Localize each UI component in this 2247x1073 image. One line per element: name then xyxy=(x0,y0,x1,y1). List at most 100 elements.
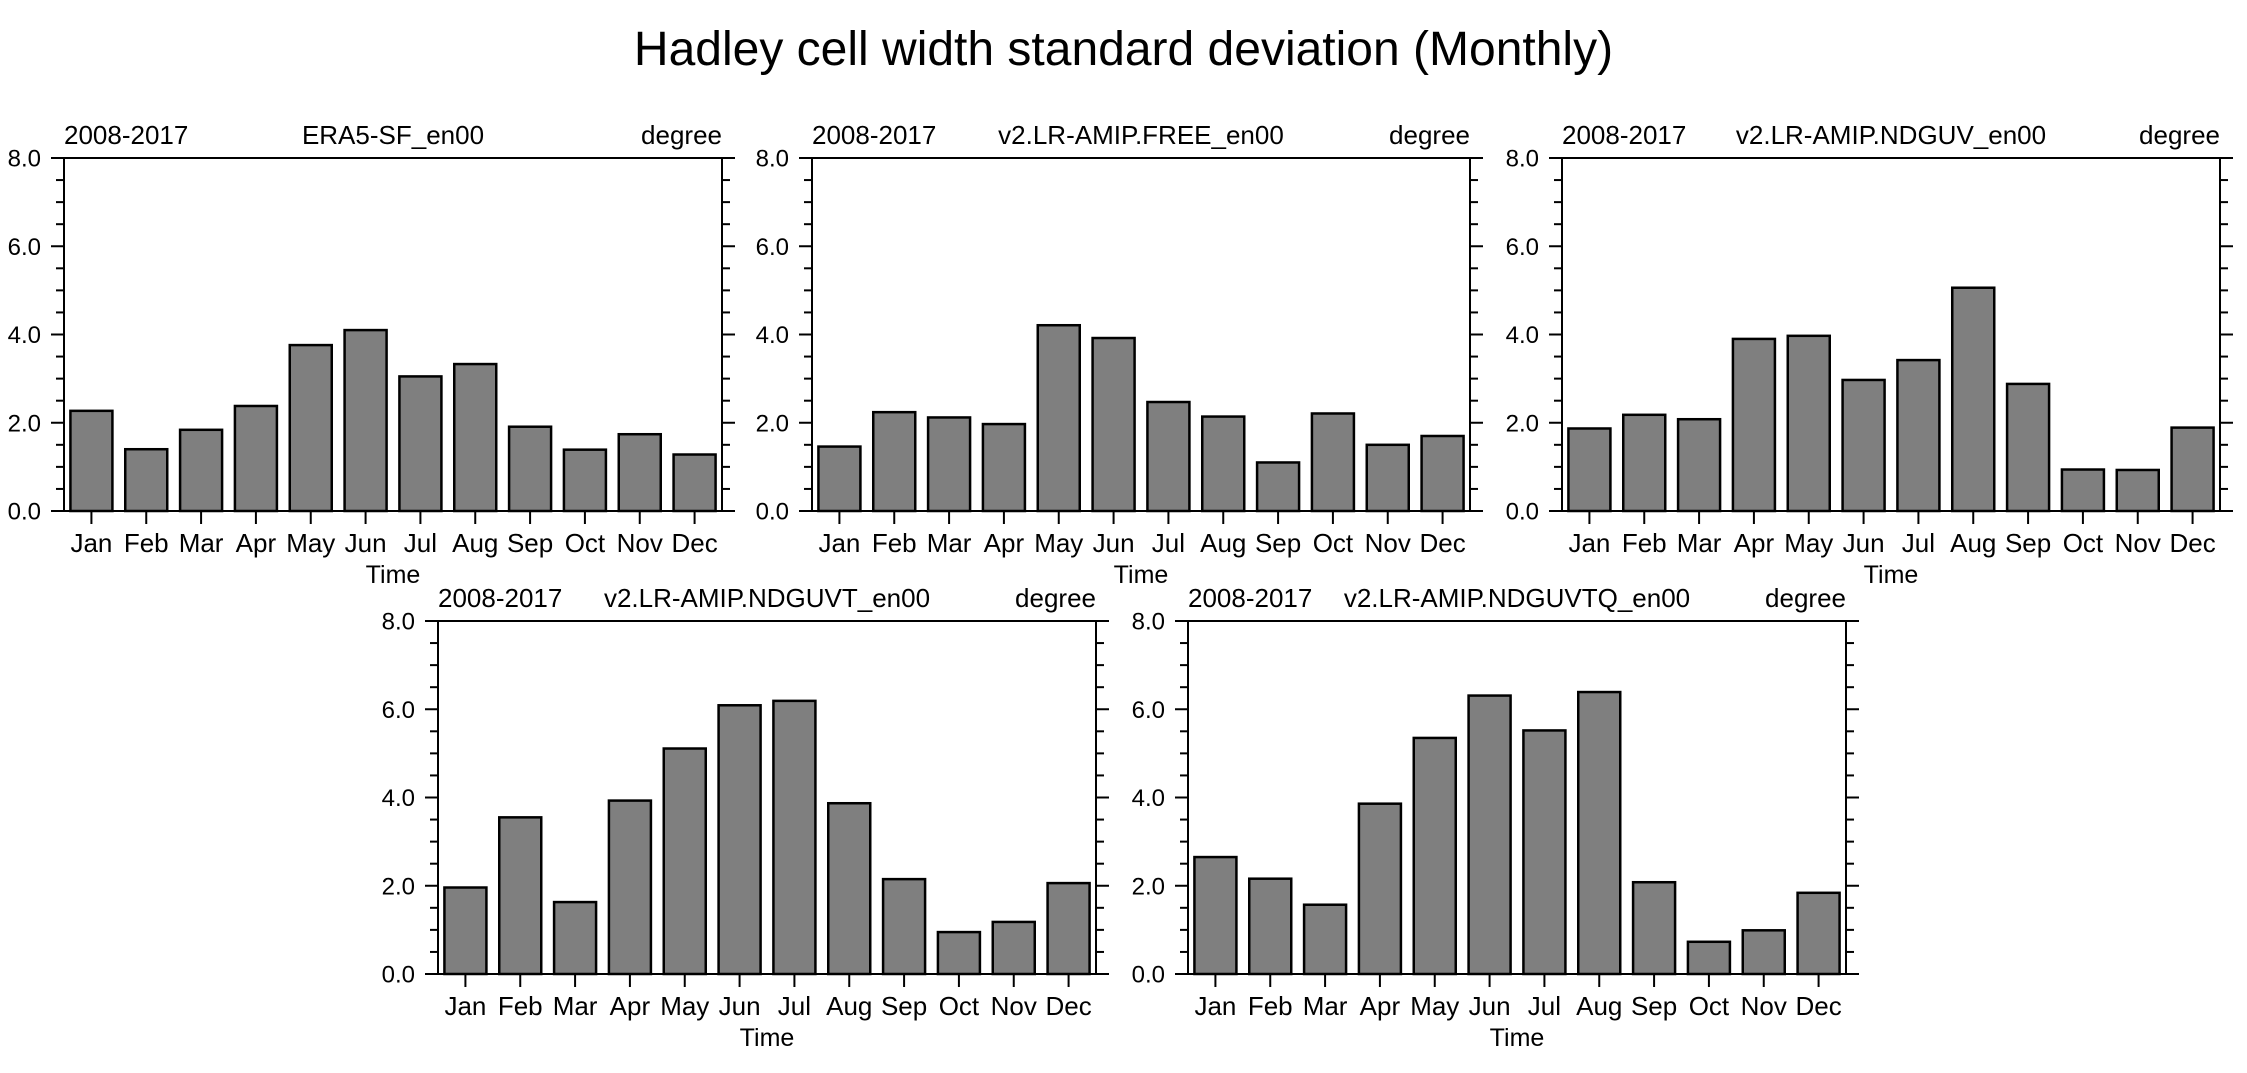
bar-Jul xyxy=(1896,358,1941,513)
bar-Sep xyxy=(1255,461,1301,513)
bar-Mar xyxy=(178,428,224,513)
unit-label: degree xyxy=(1389,120,1470,150)
x-tick-label: Oct xyxy=(1313,528,1354,558)
y-tick-label: 4.0 xyxy=(1506,322,1539,349)
bar-Jan xyxy=(817,445,862,513)
bar-plot: 0.0 2.0 4.0 6.0 8.0 Jan Feb Mar Apr May Jun Jul Aug S… xyxy=(1506,146,2233,558)
model-name-label: v2.LR-AMIP.FREE_en00 xyxy=(998,120,1284,150)
bar-Aug xyxy=(827,801,872,976)
figure-title: Hadley cell width standard deviation (Mo… xyxy=(633,23,1614,76)
bar-Jul xyxy=(398,375,443,513)
x-tick-label: Mar xyxy=(553,991,598,1021)
x-tick-label: Apr xyxy=(984,528,1025,558)
y-axis-labels: 0.0 2.0 4.0 6.0 8.0 xyxy=(1132,609,1165,989)
x-tick-label: Jan xyxy=(1568,528,1610,558)
model-name-label: v2.LR-AMIP.NDGUV_en00 xyxy=(1735,120,2047,150)
bar-Jun xyxy=(1091,336,1136,513)
y-tick-label: 2.0 xyxy=(1506,410,1539,437)
y-axis-labels: 0.0 2.0 4.0 6.0 8.0 xyxy=(8,146,41,526)
chart-panel-era5-sf: 2008-2017 ERA5-SF_en00 degree 0.0 2.0 4.0 6… xyxy=(8,120,735,589)
bar-Oct xyxy=(1310,412,1356,513)
model-name-label: ERA5-SF_en00 xyxy=(301,120,485,150)
period-label: 2008-2017 xyxy=(64,120,189,150)
bar-Apr xyxy=(607,799,653,976)
x-tick-label: May xyxy=(660,991,709,1021)
bar-Oct xyxy=(1686,940,1732,976)
x-axis-title: Time xyxy=(365,561,421,589)
x-axis-title: Time xyxy=(739,1024,795,1052)
x-tick-label: Aug xyxy=(1200,528,1246,558)
y-axis-labels: 0.0 2.0 4.0 6.0 8.0 xyxy=(756,146,789,526)
bar-Jan xyxy=(1193,855,1238,976)
bar-Feb xyxy=(1248,877,1293,976)
y-tick-label: 4.0 xyxy=(756,322,789,349)
y-tick-label: 2.0 xyxy=(756,410,789,437)
x-tick-label: Mar xyxy=(927,528,972,558)
x-tick-label: Nov xyxy=(2115,528,2161,558)
bar-Mar xyxy=(552,900,598,976)
x-tick-label: Jan xyxy=(70,528,112,558)
y-tick-label: 0.0 xyxy=(8,499,41,526)
bars xyxy=(443,699,1091,976)
bar-May xyxy=(1412,736,1457,976)
y-tick-label: 6.0 xyxy=(1506,234,1539,261)
bar-plot: 0.0 2.0 4.0 6.0 8.0 Jan Feb Mar Apr May Jun Jul Aug S… xyxy=(756,146,1483,558)
x-tick-label: Sep xyxy=(2005,528,2051,558)
bar-May xyxy=(662,747,707,976)
x-axis-ticks: Jan Feb Mar Apr May Jun Jul Aug Sep Oct Nov Dec xyxy=(1568,512,2216,558)
bar-Apr xyxy=(233,404,279,513)
bar-Feb xyxy=(498,816,543,976)
bar-plot: 0.0 2.0 4.0 6.0 8.0 Jan Feb Mar Apr May Jun Jul Aug S… xyxy=(8,146,735,558)
x-tick-label: Nov xyxy=(1365,528,1411,558)
bar-plot: 0.0 2.0 4.0 6.0 8.0 Jan Feb Mar Apr May Jun Jul Aug S… xyxy=(382,609,1109,1021)
bar-Oct xyxy=(2060,468,2106,513)
y-axis-ticks xyxy=(51,157,735,512)
x-tick-label: Jul xyxy=(1528,991,1561,1021)
bar-Dec xyxy=(1796,891,1841,976)
x-tick-label: Dec xyxy=(1045,991,1091,1021)
x-tick-label: Aug xyxy=(452,528,498,558)
y-tick-label: 0.0 xyxy=(1132,962,1165,989)
bar-Jul xyxy=(1146,400,1191,513)
x-axis-ticks: Jan Feb Mar Apr May Jun Jul Aug Sep Oct Nov Dec xyxy=(818,512,1466,558)
x-tick-label: Dec xyxy=(671,528,717,558)
bar-Aug xyxy=(453,362,498,513)
x-tick-label: Dec xyxy=(1419,528,1465,558)
y-tick-label: 6.0 xyxy=(1132,697,1165,724)
model-name-label: v2.LR-AMIP.NDGUVT_en00 xyxy=(603,583,931,613)
x-tick-label: May xyxy=(286,528,335,558)
bar-Oct xyxy=(936,930,982,976)
bar-Dec xyxy=(2170,426,2215,513)
y-tick-label: 0.0 xyxy=(756,499,789,526)
bar-Jan xyxy=(69,409,114,513)
bar-Nov xyxy=(1365,443,1410,513)
chart-header: 2008-2017 v2.LR-AMIP.FREE_en00 degree xyxy=(812,120,1470,150)
y-axis-ticks xyxy=(1175,620,1859,975)
y-tick-label: 6.0 xyxy=(382,697,415,724)
x-tick-label: Sep xyxy=(1255,528,1301,558)
x-tick-label: Jul xyxy=(1902,528,1935,558)
chart-header: 2008-2017 v2.LR-AMIP.NDGUV_en00 degree xyxy=(1562,120,2220,150)
x-tick-label: Sep xyxy=(881,991,927,1021)
x-tick-label: Jun xyxy=(345,528,387,558)
bar-Nov xyxy=(2115,468,2160,513)
bar-Jan xyxy=(443,886,488,976)
x-axis-title: Time xyxy=(1863,561,1919,589)
x-tick-label: Mar xyxy=(1677,528,1722,558)
bar-Aug xyxy=(1951,286,1996,513)
bar-Dec xyxy=(1046,881,1091,976)
y-tick-label: 8.0 xyxy=(8,146,41,173)
bar-Dec xyxy=(672,453,717,513)
bar-Jun xyxy=(717,704,762,976)
y-tick-label: 2.0 xyxy=(1132,873,1165,900)
x-tick-label: Nov xyxy=(1741,991,1787,1021)
x-axis-ticks: Jan Feb Mar Apr May Jun Jul Aug Sep Oct Nov Dec xyxy=(444,975,1092,1021)
x-tick-label: Dec xyxy=(2169,528,2215,558)
period-label: 2008-2017 xyxy=(812,120,937,150)
bar-Sep xyxy=(507,425,553,513)
x-tick-label: Dec xyxy=(1795,991,1841,1021)
bar-Nov xyxy=(617,432,662,513)
bar-plot: 0.0 2.0 4.0 6.0 8.0 Jan Feb Mar Apr May Jun Jul Aug S… xyxy=(1132,609,1859,1021)
x-tick-label: Apr xyxy=(236,528,277,558)
period-label: 2008-2017 xyxy=(1188,583,1313,613)
